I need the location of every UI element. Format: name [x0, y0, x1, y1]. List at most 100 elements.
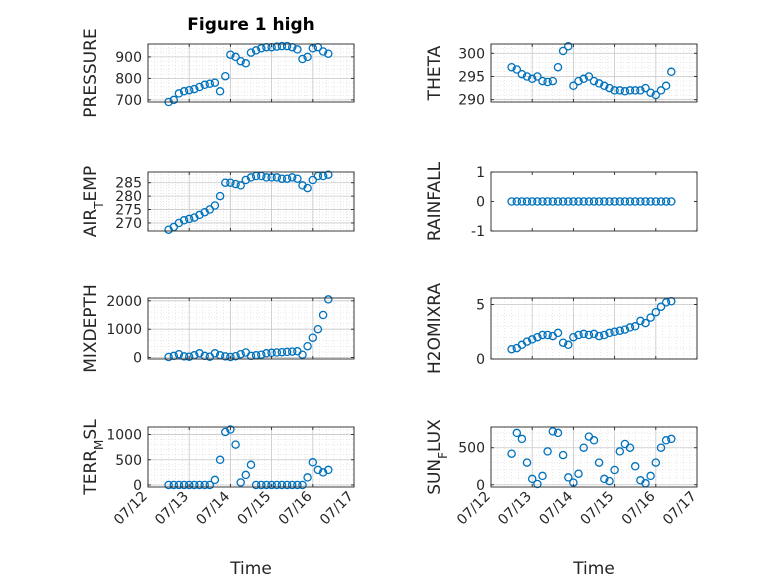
data-point	[262, 349, 271, 358]
data-point	[205, 205, 215, 214]
data-point	[651, 307, 661, 317]
data-point	[164, 352, 173, 362]
data-point	[610, 465, 619, 475]
data-point	[625, 323, 635, 332]
data-point	[584, 197, 594, 206]
data-point	[527, 197, 537, 206]
data-point	[630, 86, 640, 95]
data-point	[517, 69, 527, 79]
y-tick-label: 1	[476, 165, 485, 181]
data-point	[215, 455, 225, 465]
data-point	[287, 347, 297, 356]
data-point	[548, 427, 558, 436]
data-point	[303, 473, 312, 482]
data-point	[610, 86, 619, 95]
data-point	[667, 434, 676, 444]
data-point	[564, 340, 573, 350]
data-point	[584, 330, 594, 340]
panel-h2omixra: 0 5 H2OMIXRA	[425, 283, 698, 374]
data-point	[318, 468, 328, 477]
data-point	[318, 310, 328, 320]
data-point	[646, 88, 655, 97]
y-tick-label: 0	[133, 478, 142, 494]
axes-box	[490, 426, 698, 488]
data-point	[579, 74, 588, 84]
data-point	[579, 443, 588, 452]
y-tick-label: 900	[115, 50, 142, 66]
data-point	[661, 436, 671, 445]
data-point	[605, 476, 614, 486]
data-point	[512, 65, 522, 74]
axes-box	[490, 297, 698, 360]
data-point	[221, 178, 230, 187]
y-tick-label: 800	[115, 71, 142, 87]
data-point	[324, 295, 333, 304]
data-point	[184, 480, 194, 490]
y-tick-label: 700	[115, 93, 142, 109]
data-point	[584, 72, 594, 81]
data-point	[548, 197, 558, 206]
data-point	[527, 474, 537, 484]
data-point	[215, 191, 225, 201]
data-point	[236, 349, 245, 359]
data-point	[522, 337, 532, 346]
data-point	[293, 480, 302, 490]
data-point	[282, 480, 292, 490]
y-tick-label: 280	[115, 189, 142, 205]
data-point	[620, 325, 630, 334]
data-point	[594, 79, 604, 88]
data-point	[641, 83, 650, 93]
data-point	[313, 324, 323, 334]
data-point	[522, 458, 532, 467]
data-point	[589, 329, 599, 339]
data-point	[246, 460, 256, 470]
data-point	[600, 330, 609, 340]
data-point	[589, 76, 599, 86]
data-point	[569, 197, 578, 206]
data-point	[174, 349, 184, 359]
data-point	[558, 338, 568, 347]
data-point	[615, 447, 625, 456]
data-point	[257, 480, 266, 490]
data-point	[564, 197, 573, 206]
y-tick-label: 1000	[106, 322, 142, 338]
data-point	[543, 330, 552, 340]
data-point	[574, 197, 583, 206]
data-point	[574, 76, 583, 86]
data-point	[200, 480, 209, 490]
data-point	[533, 332, 542, 342]
panel-rainfall: -1 0 1 RAINFALL	[425, 161, 698, 241]
data-point	[236, 56, 245, 66]
data-point	[179, 352, 189, 361]
data-point	[267, 480, 276, 490]
data-point	[646, 471, 655, 481]
data-point	[298, 350, 307, 359]
data-point	[226, 50, 235, 59]
data-point	[620, 197, 630, 206]
data-point	[630, 197, 640, 206]
data-point	[277, 174, 287, 183]
y-tick-label: 275	[115, 203, 142, 219]
y-tick-label: 290	[458, 93, 485, 109]
y-tick-label: 1000	[106, 428, 142, 444]
data-point	[226, 425, 235, 434]
data-point	[620, 87, 630, 96]
data-point	[195, 82, 204, 92]
data-point	[543, 77, 552, 87]
data-point	[558, 197, 568, 206]
data-point	[512, 197, 522, 206]
data-point	[195, 480, 204, 490]
y-tick-label: 0	[476, 352, 485, 368]
data-point	[641, 318, 650, 328]
data-point	[164, 480, 173, 490]
data-point	[169, 351, 179, 361]
data-point	[184, 214, 194, 224]
y-axis-label: THETA	[425, 45, 445, 101]
y-tick-label: 270	[115, 216, 142, 232]
data-point	[661, 197, 671, 206]
data-point	[210, 475, 220, 485]
data-point	[272, 173, 282, 182]
data-point	[569, 332, 578, 342]
data-point	[661, 81, 671, 91]
